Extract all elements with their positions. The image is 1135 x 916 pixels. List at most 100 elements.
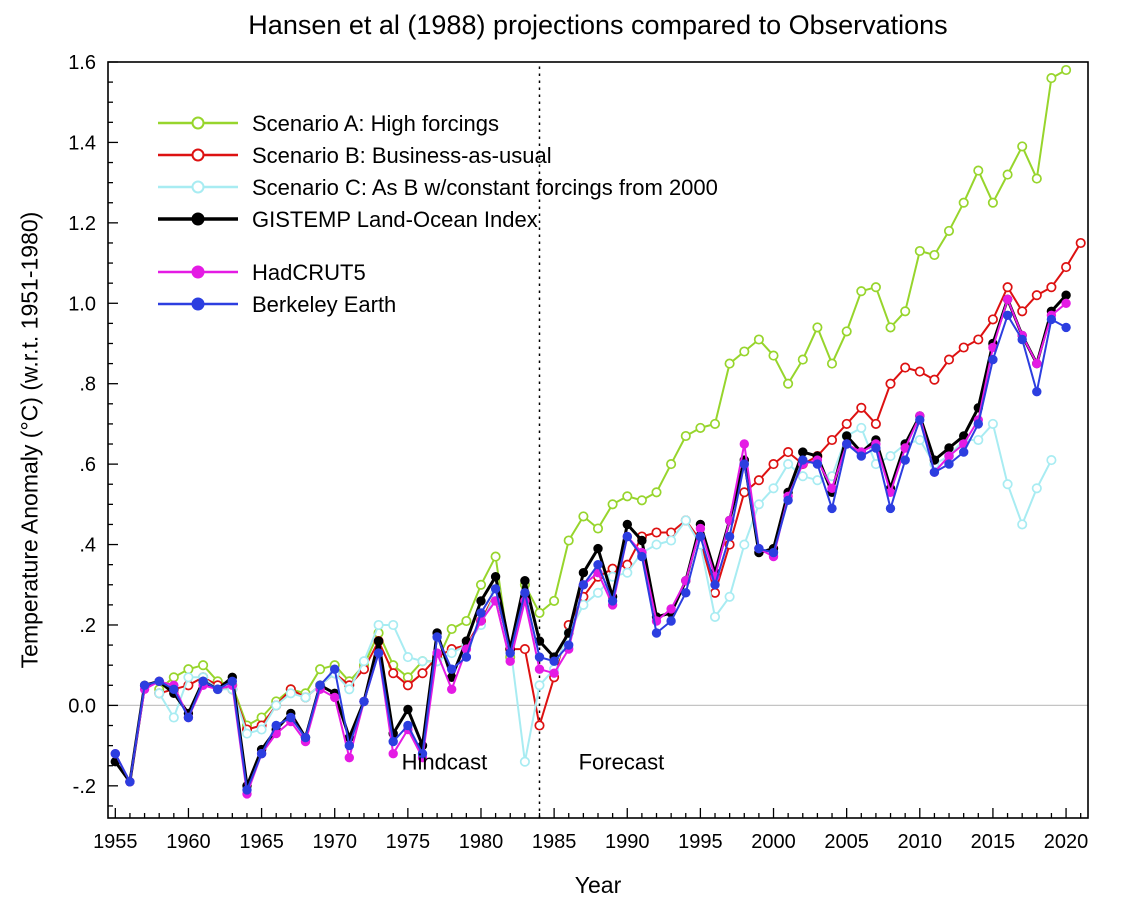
data-point [388,736,398,747]
data-point [139,680,150,690]
data-point [914,434,925,446]
data-point [592,523,604,534]
data-point [519,756,530,767]
data-point [637,551,647,562]
x-tick-label: 1985 [532,831,577,853]
y-tick-label: 1.0 [68,293,96,315]
x-tick-labels: 1955 1960 1965 1970 1975 1980 1985 1990 1995 2000… [93,831,1088,853]
data-point [798,455,808,465]
data-point [1046,282,1057,293]
data-point [154,688,165,699]
data-point [125,777,135,787]
legend-marker [191,297,205,311]
data-point [1061,262,1072,273]
annotation-forecast: Forecast [579,750,665,775]
data-point [359,696,369,707]
data-point [681,588,691,598]
data-point [959,447,969,457]
data-point [520,576,530,586]
data-point [490,572,501,582]
legend-marker [191,265,205,279]
data-point [315,680,325,690]
data-point [944,443,954,453]
data-point [330,664,340,674]
data-point [812,475,823,486]
legend-label: Scenario A: High forcings [252,111,499,136]
data-point [549,656,559,666]
data-point [943,225,955,236]
data-point [841,326,852,337]
data-point [549,668,559,678]
legend-item-berkeley-earth: Berkeley Earth [158,292,396,317]
data-point [1017,519,1028,530]
data-point [783,459,794,470]
data-point [768,350,779,361]
y-tick-label: 1.2 [68,213,96,235]
series-gistemp-land-ocean-index [110,290,1071,791]
data-point [1002,479,1013,490]
data-point [1002,282,1013,293]
data-point [534,680,545,691]
data-point [213,684,223,694]
data-point [168,672,179,683]
y-tick-label: 1.6 [68,52,96,74]
data-point [1061,322,1071,333]
x-tick-label: 1960 [166,831,211,853]
data-point [241,728,253,739]
data-point [885,451,896,462]
data-point [651,628,662,638]
data-point [695,422,706,433]
data-point [856,422,867,433]
data-point [563,535,574,546]
data-point [943,354,955,365]
x-tick-label: 1975 [386,831,431,853]
data-point [227,676,238,686]
y-tick-label: .2 [79,615,96,637]
data-point [1031,173,1042,184]
legend-label: Berkeley Earth [252,292,396,317]
data-point [914,245,925,257]
data-point [300,692,311,703]
data-point [432,632,442,642]
data-point [271,700,282,711]
series-hadcrut5 [110,294,1071,799]
legend-label: HadCRUT5 [252,260,366,285]
data-point [637,535,647,546]
data-point [373,619,384,631]
legend-label: Scenario C: As B w/constant forcings fro… [252,175,718,200]
data-point [168,712,179,723]
data-point [622,531,632,542]
data-point [724,591,735,602]
data-point [403,704,413,715]
data-point [1031,290,1042,301]
data-point [286,712,296,723]
data-point [842,431,852,441]
data-point [461,652,472,662]
data-point [768,547,779,558]
data-point [783,495,793,505]
data-point [1061,290,1071,300]
data-point [709,418,721,429]
data-point [154,676,164,686]
data-point [505,648,515,658]
x-tick-label: 1955 [93,831,138,853]
data-point [739,487,750,498]
data-point [929,249,940,261]
legend-label: Scenario B: Business-as-usual [252,143,552,168]
data-point [666,604,676,614]
y-tick-label: .8 [79,374,96,396]
data-point [534,664,545,674]
data-point [709,611,721,622]
x-tick-label: 2000 [751,831,796,853]
data-point [871,443,881,453]
data-point [242,785,252,795]
data-point [534,720,545,731]
data-point [578,511,589,522]
data-point [783,447,794,458]
data-point [739,539,750,550]
data-point [987,197,998,208]
data-point [417,656,428,667]
data-point [1017,306,1028,317]
data-point [622,519,632,530]
data-point [900,455,910,465]
